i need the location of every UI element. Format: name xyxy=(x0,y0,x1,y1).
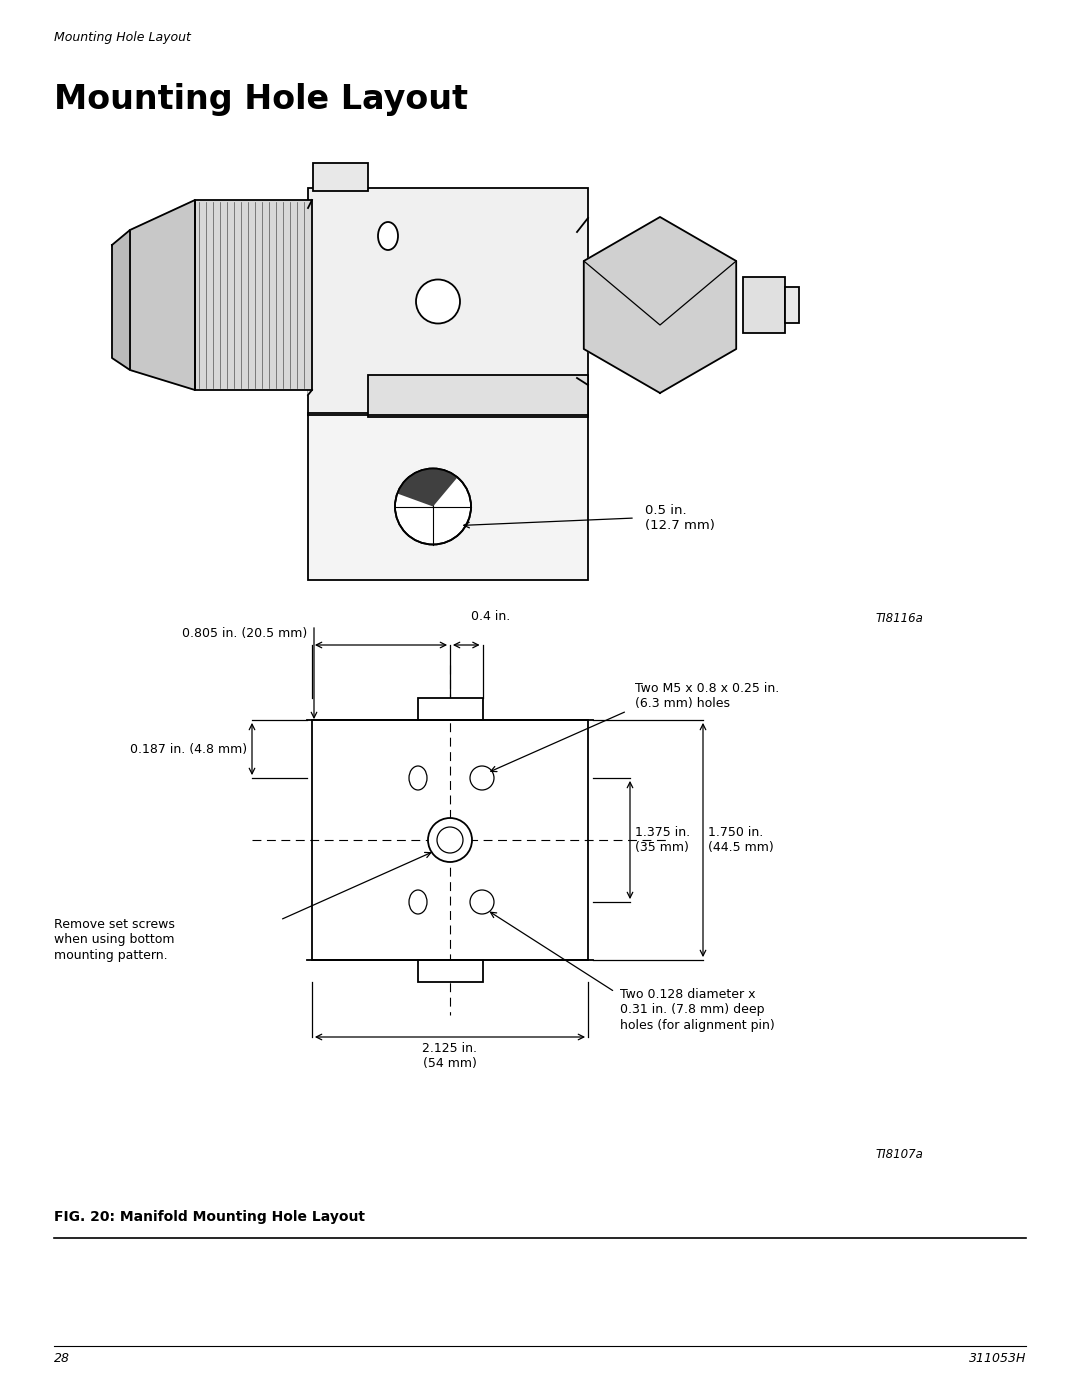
Wedge shape xyxy=(397,468,458,507)
Bar xyxy=(312,719,588,960)
Bar xyxy=(418,698,483,719)
Polygon shape xyxy=(584,217,737,393)
Text: 0.805 in. (20.5 mm): 0.805 in. (20.5 mm) xyxy=(181,627,307,640)
Ellipse shape xyxy=(409,890,427,914)
Bar xyxy=(368,374,588,416)
Text: 2.125 in.
(54 mm): 2.125 in. (54 mm) xyxy=(422,1042,477,1070)
Ellipse shape xyxy=(378,222,399,250)
Text: 0.5 in.
(12.7 mm): 0.5 in. (12.7 mm) xyxy=(645,504,715,532)
Text: FIG. 20: Manifold Mounting Hole Layout: FIG. 20: Manifold Mounting Hole Layout xyxy=(54,1210,365,1224)
Text: Two M5 x 0.8 x 0.25 in.
(6.3 mm) holes: Two M5 x 0.8 x 0.25 in. (6.3 mm) holes xyxy=(635,682,780,710)
Bar xyxy=(195,200,312,390)
Text: 1.750 in.
(44.5 mm): 1.750 in. (44.5 mm) xyxy=(708,826,773,854)
Bar xyxy=(418,960,483,982)
Bar xyxy=(313,163,368,191)
Text: Two 0.128 diameter x
0.31 in. (7.8 mm) deep
holes (for alignment pin): Two 0.128 diameter x 0.31 in. (7.8 mm) d… xyxy=(620,989,774,1031)
Text: TI8107a: TI8107a xyxy=(875,1148,923,1161)
Polygon shape xyxy=(112,231,130,370)
Bar xyxy=(743,277,785,332)
Text: 0.4 in.: 0.4 in. xyxy=(471,610,511,623)
Polygon shape xyxy=(130,200,195,390)
Text: 0.187 in. (4.8 mm): 0.187 in. (4.8 mm) xyxy=(130,742,247,756)
Circle shape xyxy=(470,766,494,789)
Polygon shape xyxy=(308,200,312,395)
Text: Mounting Hole Layout: Mounting Hole Layout xyxy=(54,32,191,45)
Bar xyxy=(308,189,588,415)
Bar xyxy=(308,414,588,580)
Circle shape xyxy=(416,279,460,324)
Circle shape xyxy=(437,827,463,854)
Text: 1.375 in.
(35 mm): 1.375 in. (35 mm) xyxy=(635,826,690,854)
Ellipse shape xyxy=(409,766,427,789)
Text: 311053H: 311053H xyxy=(969,1351,1026,1365)
Text: Mounting Hole Layout: Mounting Hole Layout xyxy=(54,84,468,116)
Circle shape xyxy=(395,468,471,545)
Circle shape xyxy=(470,890,494,914)
Text: 28: 28 xyxy=(54,1351,70,1365)
Text: TI8116a: TI8116a xyxy=(875,612,923,624)
Bar xyxy=(785,286,799,323)
Circle shape xyxy=(428,819,472,862)
Text: Remove set screws
when using bottom
mounting pattern.: Remove set screws when using bottom moun… xyxy=(54,918,175,961)
